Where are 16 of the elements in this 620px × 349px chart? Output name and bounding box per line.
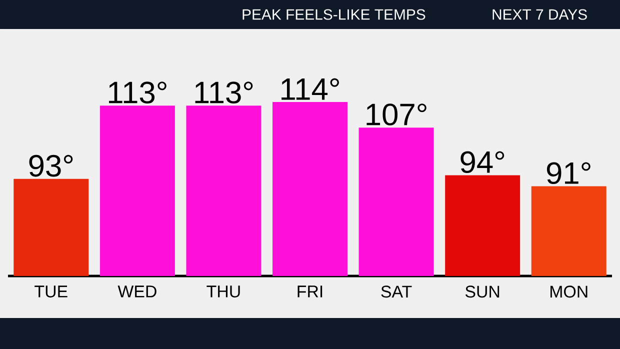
chart-title: PEAK FEELS-LIKE TEMPS: [242, 9, 426, 20]
data-label: 107°: [366, 104, 426, 126]
x-tick-label: TUE: [34, 286, 68, 298]
data-label: 113°: [195, 82, 253, 104]
data-label: 113°: [109, 82, 166, 104]
x-tick-label: THU: [206, 286, 240, 298]
chart-subtitle: NEXT 7 DAYS: [492, 9, 587, 20]
x-tick-label: SUN: [465, 286, 500, 298]
x-tick-label: SAT: [381, 286, 412, 298]
data-label: 93°: [29, 154, 73, 177]
x-tick-label: FRI: [298, 286, 322, 298]
data-label: 94°: [460, 151, 504, 174]
data-label: 114°: [282, 78, 339, 100]
data-label: 91°: [546, 162, 590, 184]
x-tick-label: MON: [550, 286, 588, 298]
x-tick-label: WED: [118, 286, 156, 298]
